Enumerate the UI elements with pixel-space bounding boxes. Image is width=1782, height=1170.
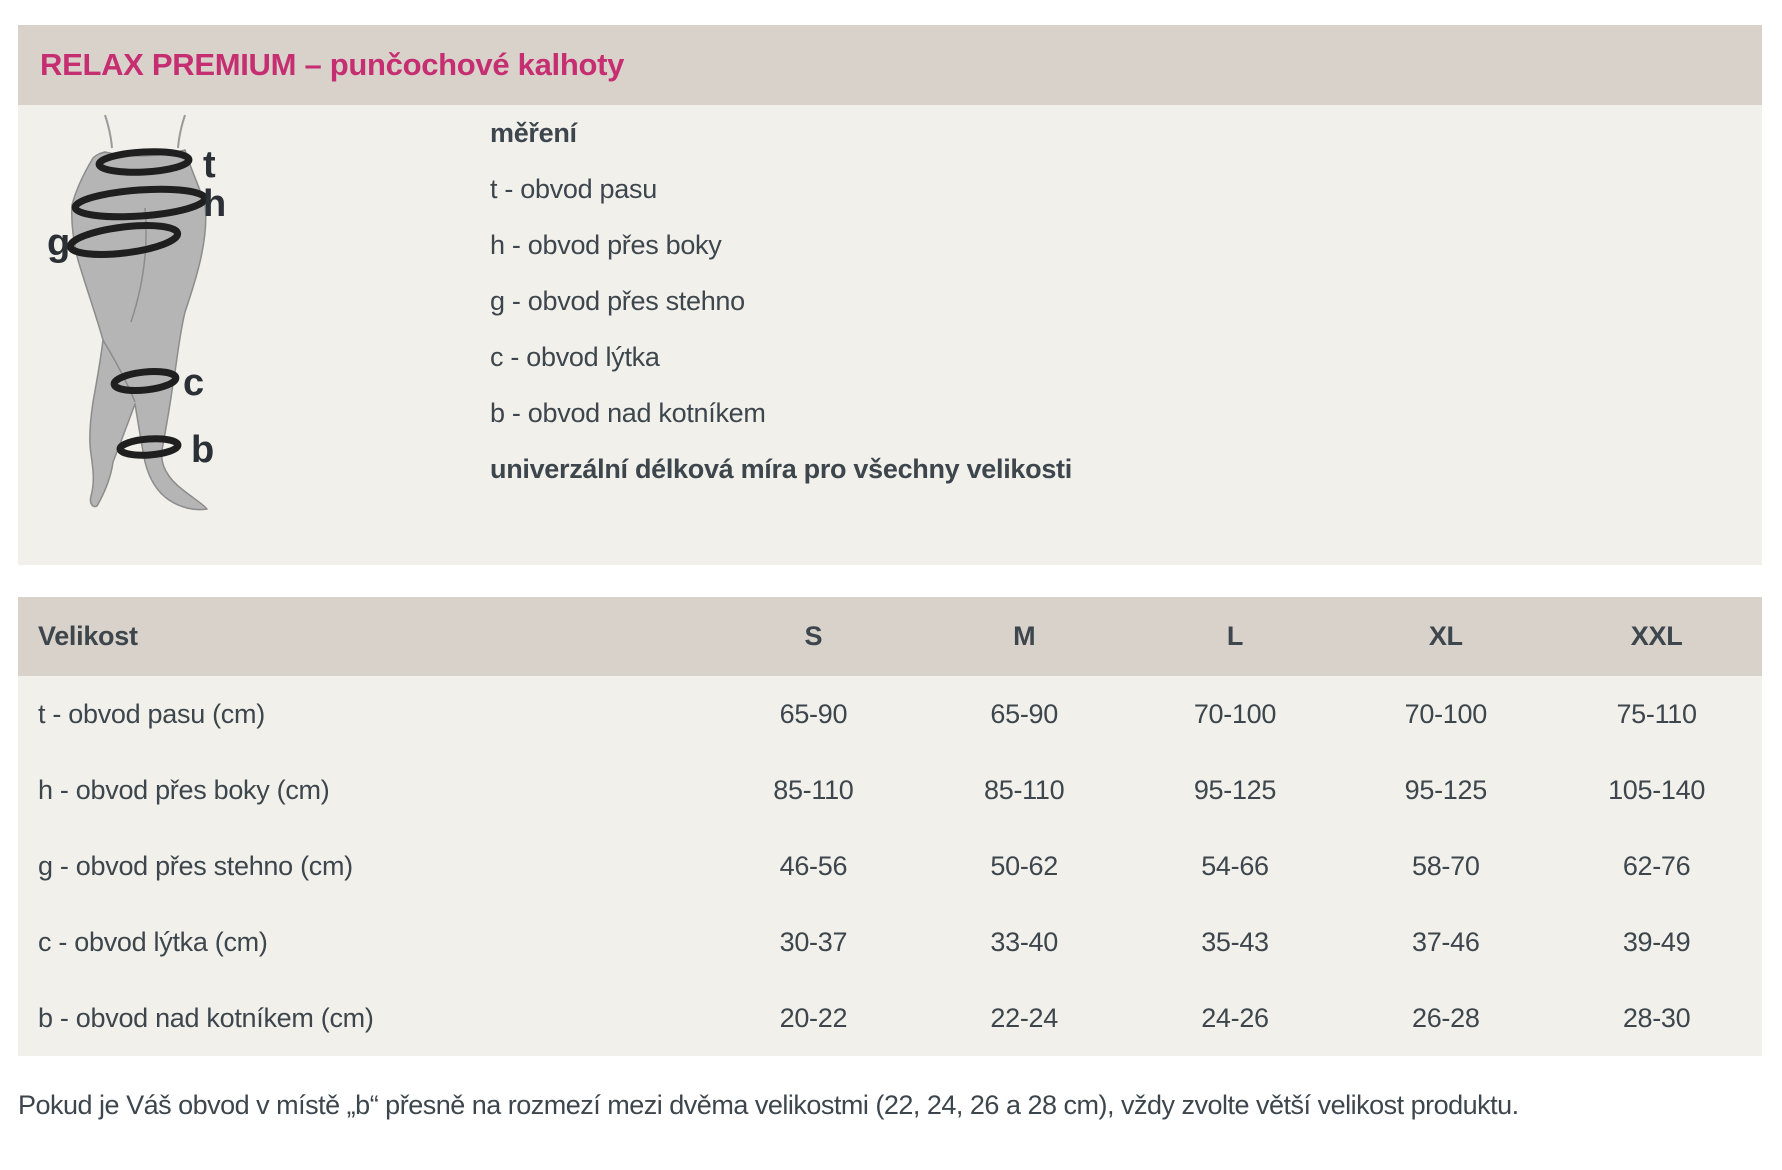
measure-band-t bbox=[95, 148, 193, 176]
legend-item-h: h - obvod přes boky bbox=[490, 230, 722, 260]
size-table-header-row: Velikost S M L XL XXL bbox=[18, 597, 1762, 676]
measurement-legend: měření t - obvod pasu h - obvod přes bok… bbox=[490, 105, 1072, 497]
legend-item-b: b - obvod nad kotníkem bbox=[490, 398, 766, 428]
legend-heading: měření bbox=[490, 118, 577, 148]
cell-value: 39-49 bbox=[1622, 926, 1691, 957]
cell-value: 75-110 bbox=[1616, 698, 1697, 729]
cell-value: 46-56 bbox=[779, 850, 848, 881]
row-label: t - obvod pasu (cm) bbox=[38, 698, 265, 729]
row-label: c - obvod lýtka (cm) bbox=[38, 926, 268, 957]
table-row-g: g - obvod přes stehno (cm) 46-56 50-62 5… bbox=[18, 828, 1762, 904]
cell-value: 35-43 bbox=[1201, 926, 1269, 957]
table-row-c: c - obvod lýtka (cm) 30-37 33-40 35-43 3… bbox=[18, 904, 1762, 980]
cell-value: 33-40 bbox=[990, 926, 1058, 957]
legend-item-t: t - obvod pasu bbox=[490, 174, 657, 204]
knee-cross-line bbox=[102, 339, 136, 403]
table-row-b: b - obvod nad kotníkem (cm) 20-22 22-24 … bbox=[18, 980, 1762, 1056]
column-header-m: M bbox=[1013, 621, 1036, 651]
footer-note: Pokud je Váš obvod v místě „b“ přesně na… bbox=[18, 1090, 1519, 1120]
cell-value: 95-125 bbox=[1404, 774, 1488, 805]
cell-value: 20-22 bbox=[779, 1002, 848, 1033]
cell-value: 22-24 bbox=[990, 1002, 1058, 1033]
measurement-section: t h g c b měření t - obvod pasu h - obvo… bbox=[18, 105, 1762, 565]
diagram-label-c: c bbox=[183, 362, 204, 404]
measure-band-h bbox=[71, 185, 209, 221]
table-row-h: h - obvod přes boky (cm) 85-110 85-110 9… bbox=[18, 752, 1762, 828]
cell-value: 65-90 bbox=[779, 698, 848, 729]
cell-value: 85-110 bbox=[773, 774, 854, 805]
column-header-xxl: XXL bbox=[1630, 621, 1683, 651]
column-header-xl: XL bbox=[1428, 621, 1463, 651]
cell-value: 37-46 bbox=[1412, 926, 1480, 957]
cell-value: 70-100 bbox=[1404, 698, 1488, 729]
cell-value: 50-62 bbox=[990, 850, 1058, 881]
legend-item-g: g - obvod přes stehno bbox=[490, 286, 745, 316]
fabric-edge-left bbox=[104, 114, 113, 149]
column-header-l: L bbox=[1226, 621, 1244, 651]
cell-value: 65-90 bbox=[990, 698, 1058, 729]
cell-value: 30-37 bbox=[779, 926, 848, 957]
diagram-label-b: b bbox=[191, 429, 214, 471]
size-table: Velikost S M L XL XXL t - obvod pasu (cm… bbox=[18, 597, 1762, 1056]
cell-value: 58-70 bbox=[1412, 850, 1480, 881]
legend-universal-note: univerzální délková míra pro všechny vel… bbox=[490, 454, 1072, 484]
measure-band-g bbox=[66, 222, 182, 258]
cell-value: 105-140 bbox=[1608, 774, 1706, 805]
cell-value: 26-28 bbox=[1412, 1002, 1480, 1033]
row-label: g - obvod přes stehno (cm) bbox=[38, 850, 353, 881]
cell-value: 54-66 bbox=[1201, 850, 1269, 881]
column-header-velikost: Velikost bbox=[38, 621, 138, 651]
fabric-edge-right bbox=[177, 114, 186, 149]
column-header-s: S bbox=[804, 621, 823, 651]
measure-band-b bbox=[116, 435, 182, 459]
title-bar: RELAX PREMIUM – punčochové kalhoty bbox=[18, 25, 1762, 105]
row-label: h - obvod přes boky (cm) bbox=[38, 774, 330, 805]
row-label: b - obvod nad kotníkem (cm) bbox=[38, 1002, 374, 1033]
legend-item-c: c - obvod lýtka bbox=[490, 342, 660, 372]
measure-band-c bbox=[110, 367, 180, 395]
cell-value: 28-30 bbox=[1622, 1002, 1691, 1033]
cell-value: 24-26 bbox=[1201, 1002, 1269, 1033]
diagram-label-g: g bbox=[47, 222, 70, 264]
leg-seam-line bbox=[130, 207, 147, 323]
cell-value: 70-100 bbox=[1193, 698, 1277, 729]
cell-value: 85-110 bbox=[984, 774, 1065, 805]
table-row-t: t - obvod pasu (cm) 65-90 65-90 70-100 7… bbox=[18, 676, 1762, 752]
diagram-label-t: t bbox=[203, 144, 216, 186]
diagram-label-h: h bbox=[203, 183, 226, 225]
page-title: RELAX PREMIUM – punčochové kalhoty bbox=[40, 47, 625, 82]
cell-value: 95-125 bbox=[1193, 774, 1277, 805]
cell-value: 62-76 bbox=[1622, 850, 1691, 881]
legs-illustration: t h g c b bbox=[47, 114, 226, 511]
legs-measurement-diagram: t h g c b bbox=[45, 112, 260, 512]
